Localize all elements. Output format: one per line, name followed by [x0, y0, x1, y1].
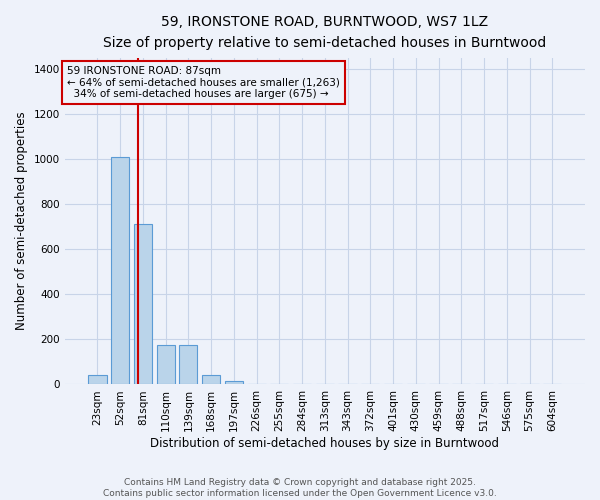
Title: 59, IRONSTONE ROAD, BURNTWOOD, WS7 1LZ
Size of property relative to semi-detache: 59, IRONSTONE ROAD, BURNTWOOD, WS7 1LZ S…: [103, 15, 547, 50]
X-axis label: Distribution of semi-detached houses by size in Burntwood: Distribution of semi-detached houses by …: [151, 437, 499, 450]
Y-axis label: Number of semi-detached properties: Number of semi-detached properties: [15, 112, 28, 330]
Text: Contains HM Land Registry data © Crown copyright and database right 2025.
Contai: Contains HM Land Registry data © Crown c…: [103, 478, 497, 498]
Text: 59 IRONSTONE ROAD: 87sqm
← 64% of semi-detached houses are smaller (1,263)
  34%: 59 IRONSTONE ROAD: 87sqm ← 64% of semi-d…: [67, 66, 340, 99]
Bar: [179, 345, 197, 385]
Bar: [111, 157, 129, 384]
Bar: [202, 376, 220, 384]
Bar: [225, 381, 243, 384]
Bar: [157, 345, 175, 385]
Bar: [88, 376, 107, 384]
Bar: [134, 224, 152, 384]
